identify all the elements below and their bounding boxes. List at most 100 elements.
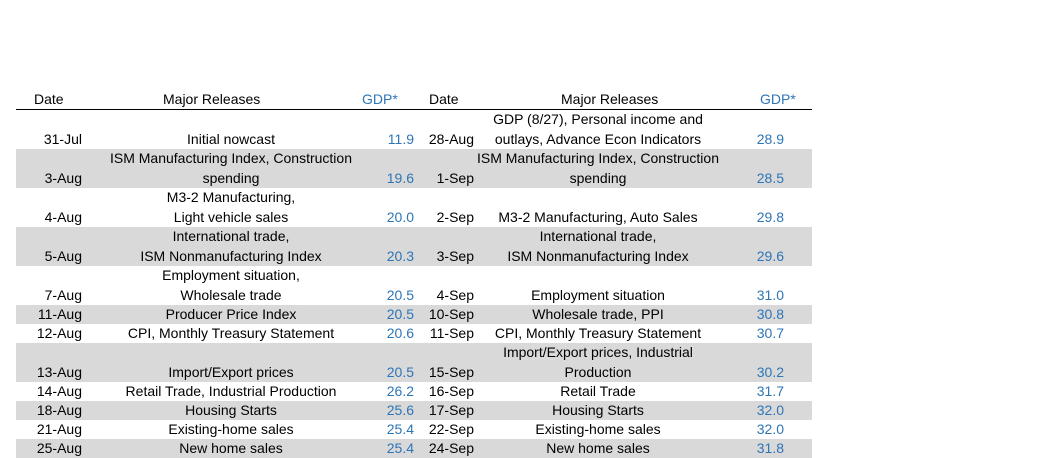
table-row: 12-Aug CPI, Monthly Treasury Statement 20.… [16, 324, 812, 343]
table-row: 25-Aug New home sales 25.4 24-Sep New home s… [16, 439, 812, 458]
date-right: 15-Sep [428, 363, 474, 380]
gdp-left: 20.5 [386, 305, 414, 322]
releases-right: International trade, ISM Nonmanufacturing… [474, 227, 722, 266]
release-line: M3-2 Manufacturing, Auto Sales [498, 208, 698, 225]
header-releases-right: Major Releases [561, 91, 659, 107]
gdp-left: 25.6 [386, 401, 414, 418]
release-line: Wholesale trade, PPI [532, 305, 664, 322]
releases-left: Import/Export prices [82, 343, 380, 382]
releases-right: ISM Manufacturing Index, Construction spe… [474, 149, 722, 188]
gdp-left: 19.6 [386, 169, 414, 186]
date-right: 11-Sep [429, 324, 474, 341]
release-line: spending [202, 169, 260, 186]
releases-right: Existing-home sales [474, 420, 722, 439]
table-row: 31-Jul Initial nowcast 11.9 28-Aug GDP (8/27… [16, 110, 812, 149]
releases-left: New home sales [82, 439, 380, 458]
date-left: 21-Aug [36, 420, 82, 437]
date-right: 28-Aug [428, 130, 474, 147]
date-left: 14-Aug [36, 382, 82, 399]
gdp-right: 29.6 [756, 247, 784, 264]
table-row: 5-Aug International trade, ISM Nonmanufact… [16, 227, 812, 266]
gdp-left: 25.4 [386, 439, 414, 456]
gdp-right: 31.7 [756, 382, 784, 399]
date-right: 22-Sep [428, 420, 474, 437]
date-left: 4-Aug [44, 208, 82, 225]
gdp-right: 32.0 [756, 420, 784, 437]
table-header: Date Major Releases GDP* Date Major Rele… [16, 90, 812, 110]
release-line: Import/Export prices [168, 363, 294, 380]
table-body: 31-Jul Initial nowcast 11.9 28-Aug GDP (8/27… [16, 110, 812, 458]
release-line: Housing Starts [552, 401, 644, 418]
releases-left: M3-2 Manufacturing, Light vehicle sales [82, 188, 380, 227]
release-line: Employment situation, [162, 267, 300, 283]
release-line: ISM Nonmanufacturing Index [507, 247, 689, 264]
release-line: New home sales [546, 439, 650, 456]
header-date-left: Date [34, 91, 64, 107]
gdp-left: 20.0 [386, 208, 414, 225]
gdp-right: 28.9 [756, 130, 784, 147]
release-line: Existing-home sales [535, 420, 661, 437]
date-left: 13-Aug [36, 363, 82, 380]
releases-right: Retail Trade [474, 382, 722, 401]
release-line: CPI, Monthly Treasury Statement [127, 324, 335, 341]
release-line: ISM Manufacturing Index, Construction [109, 150, 352, 166]
releases-right: Import/Export prices, Industrial Producti… [474, 343, 722, 382]
release-line: GDP (8/27), Personal income and [493, 111, 703, 127]
date-right: 1-Sep [436, 169, 474, 186]
releases-left: Producer Price Index [82, 305, 380, 324]
gdp-right: 30.2 [756, 363, 784, 380]
releases-right: New home sales [474, 439, 722, 458]
header-date-right: Date [429, 91, 459, 107]
gdp-left: 25.4 [386, 420, 414, 437]
release-line: New home sales [179, 439, 283, 456]
date-right: 3-Sep [436, 247, 474, 264]
releases-left: Initial nowcast [82, 110, 380, 149]
date-left: 3-Aug [44, 169, 82, 186]
date-right: 4-Sep [436, 286, 474, 303]
table-row: 4-Aug M3-2 Manufacturing, Light vehicle sa… [16, 188, 812, 227]
gdp-right: 32.0 [756, 401, 784, 418]
table-row: 3-Aug ISM Manufacturing Index, Constructi… [16, 149, 812, 188]
release-line: Retail Trade, Industrial Production [125, 382, 337, 399]
date-left: 7-Aug [44, 286, 82, 303]
releases-right: GDP (8/27), Personal income and outlays, … [474, 110, 722, 149]
date-left: 11-Aug [37, 305, 82, 322]
table-row: 18-Aug Housing Starts 25.6 17-Sep Housing St… [16, 401, 812, 420]
releases-left: Existing-home sales [82, 420, 380, 439]
release-line: M3-2 Manufacturing, [166, 189, 296, 205]
releases-left: Employment situation, Wholesale trade [82, 266, 380, 305]
table-row: 11-Aug Producer Price Index 20.5 10-Sep Whol… [16, 305, 812, 324]
table-row: 13-Aug Import/Export prices 20.5 15-Sep Impo… [16, 343, 812, 382]
date-left: 31-Jul [43, 130, 82, 147]
gdp-right: 30.7 [756, 324, 784, 341]
release-line: International trade, [172, 228, 290, 244]
releases-left: Housing Starts [82, 401, 380, 420]
releases-left: ISM Manufacturing Index, Construction spe… [82, 149, 380, 188]
release-table: Date Major Releases GDP* Date Major Rele… [16, 90, 812, 458]
releases-right: Housing Starts [474, 401, 722, 420]
header-gdp-left: GDP* [362, 91, 398, 107]
release-line: Initial nowcast [187, 130, 275, 147]
gdp-left: 20.3 [386, 247, 414, 264]
header-releases-left: Major Releases [163, 91, 261, 107]
release-line: Producer Price Index [165, 305, 297, 322]
date-right: 17-Sep [428, 401, 474, 418]
gdp-right: 31.0 [756, 286, 784, 303]
date-left: 25-Aug [36, 439, 82, 456]
releases-right: CPI, Monthly Treasury Statement [474, 324, 722, 343]
gdp-right: 28.5 [756, 169, 784, 186]
releases-right: Employment situation [474, 266, 722, 305]
gdp-left: 20.6 [386, 324, 414, 341]
release-line: Wholesale trade [180, 286, 282, 303]
release-line: ISM Nonmanufacturing Index [140, 247, 322, 264]
gdp-left: 20.5 [386, 363, 414, 380]
release-line: International trade, [539, 228, 657, 244]
date-right: 10-Sep [428, 305, 474, 322]
date-left: 18-Aug [36, 401, 82, 418]
release-line: Existing-home sales [168, 420, 294, 437]
release-line: Light vehicle sales [173, 208, 289, 225]
gdp-right: 30.8 [756, 305, 784, 322]
release-line: Import/Export prices, Industrial [503, 344, 693, 360]
release-line: spending [569, 169, 627, 186]
release-line: Housing Starts [185, 401, 277, 418]
